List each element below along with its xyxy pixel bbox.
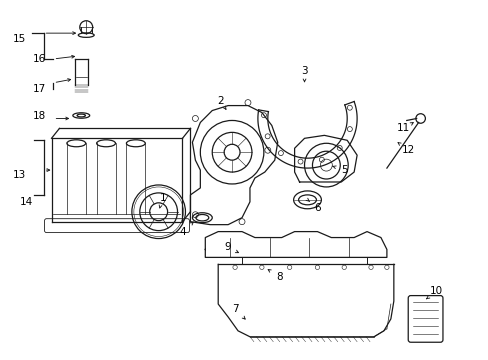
Text: 3: 3 xyxy=(301,66,307,76)
Text: 9: 9 xyxy=(224,243,231,252)
Text: 18: 18 xyxy=(33,111,46,121)
Text: 8: 8 xyxy=(276,272,283,282)
Text: 4: 4 xyxy=(179,226,185,237)
Text: 14: 14 xyxy=(20,197,33,207)
Text: 16: 16 xyxy=(33,54,46,64)
Text: 2: 2 xyxy=(217,96,223,105)
Text: 7: 7 xyxy=(231,304,238,314)
Text: 6: 6 xyxy=(313,203,320,213)
Text: 1: 1 xyxy=(159,193,165,203)
Text: 17: 17 xyxy=(33,84,46,94)
Text: 5: 5 xyxy=(340,165,347,175)
Text: 10: 10 xyxy=(429,286,442,296)
Text: 11: 11 xyxy=(396,123,409,134)
Text: 15: 15 xyxy=(13,34,26,44)
Text: 13: 13 xyxy=(13,170,26,180)
Text: 12: 12 xyxy=(401,145,414,155)
